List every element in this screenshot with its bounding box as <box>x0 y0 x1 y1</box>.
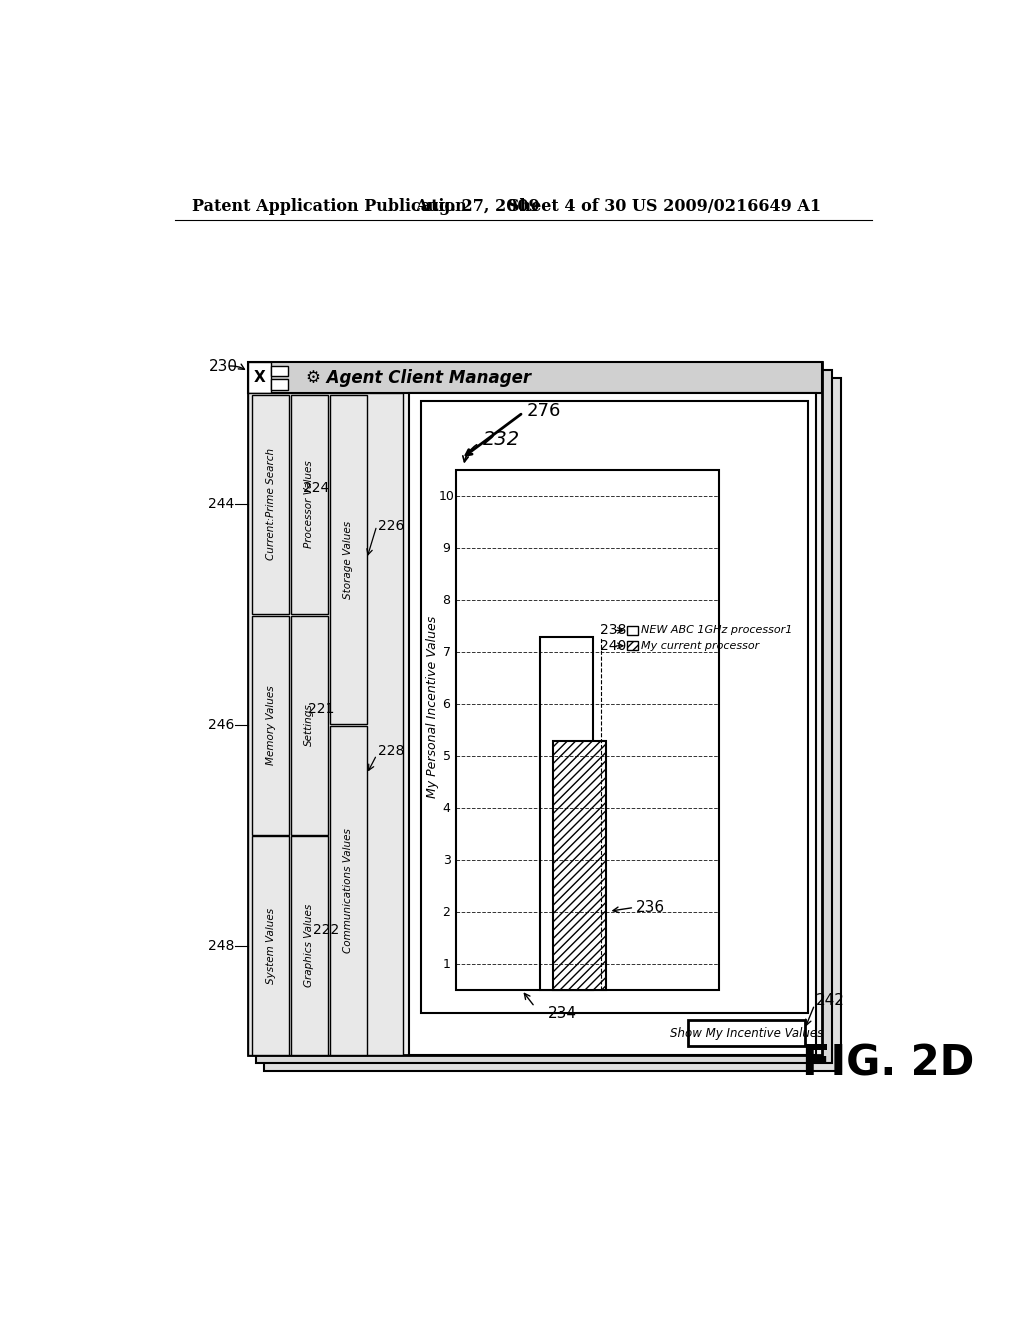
Text: Current:Prime Search: Current:Prime Search <box>265 449 275 561</box>
Text: 226: 226 <box>378 519 404 533</box>
Bar <box>330 726 367 1056</box>
Bar <box>271 366 288 376</box>
Text: Storage Values: Storage Values <box>343 520 353 599</box>
Bar <box>252 615 289 834</box>
Text: 230: 230 <box>209 359 239 374</box>
Text: 236: 236 <box>636 900 665 915</box>
Bar <box>248 363 821 1056</box>
Text: 244: 244 <box>208 498 234 511</box>
Text: 1: 1 <box>442 957 451 970</box>
Text: US 2009/0216649 A1: US 2009/0216649 A1 <box>632 198 821 215</box>
Text: Patent Application Publication: Patent Application Publication <box>193 198 467 215</box>
Bar <box>252 395 289 614</box>
Text: ⚙ Agent Client Manager: ⚙ Agent Client Manager <box>306 368 531 387</box>
Bar <box>291 837 328 1056</box>
Text: Graphics Values: Graphics Values <box>304 904 314 987</box>
Text: NEW ABC 1GHz processor1: NEW ABC 1GHz processor1 <box>641 626 793 635</box>
Bar <box>627 626 638 635</box>
Bar <box>330 395 367 725</box>
Bar <box>248 363 271 393</box>
Text: My Personal Incentive Values: My Personal Incentive Values <box>426 616 439 799</box>
Bar <box>291 615 328 834</box>
Text: 224: 224 <box>303 482 330 495</box>
Bar <box>421 401 809 1014</box>
Text: 10: 10 <box>438 490 455 503</box>
Text: Communications Values: Communications Values <box>343 828 353 953</box>
Bar <box>410 393 816 1056</box>
Bar <box>252 837 289 1056</box>
Bar <box>553 741 606 990</box>
Text: 232: 232 <box>483 430 520 449</box>
Text: 221: 221 <box>308 702 334 715</box>
Bar <box>627 642 638 651</box>
Text: 238: 238 <box>600 623 627 638</box>
Text: 7: 7 <box>442 645 451 659</box>
Text: Sheet 4 of 30: Sheet 4 of 30 <box>508 198 626 215</box>
Bar <box>456 470 719 990</box>
Text: 240: 240 <box>600 639 627 653</box>
Text: 9: 9 <box>442 541 451 554</box>
Bar <box>263 378 841 1071</box>
Bar <box>248 363 821 393</box>
Text: Aug. 27, 2009: Aug. 27, 2009 <box>415 198 540 215</box>
Bar <box>271 379 288 391</box>
Text: 4: 4 <box>442 801 451 814</box>
Text: FIG. 2D: FIG. 2D <box>802 1043 975 1084</box>
Text: 248: 248 <box>208 939 234 953</box>
Text: 242: 242 <box>816 993 845 1008</box>
Bar <box>688 1020 805 1047</box>
Text: Settings: Settings <box>304 704 314 747</box>
Text: 8: 8 <box>442 594 451 607</box>
Text: 276: 276 <box>527 403 561 420</box>
Text: 2: 2 <box>442 906 451 919</box>
Bar <box>291 395 328 614</box>
Text: 222: 222 <box>313 923 340 937</box>
Text: 234: 234 <box>548 1006 578 1020</box>
Text: My current processor: My current processor <box>641 640 760 651</box>
Text: 6: 6 <box>442 698 451 710</box>
Text: 228: 228 <box>378 744 404 758</box>
Text: System Values: System Values <box>265 908 275 983</box>
Bar <box>248 393 403 1056</box>
Text: Memory Values: Memory Values <box>265 685 275 764</box>
Text: X: X <box>254 371 265 385</box>
Text: Show My Incentive Values: Show My Incentive Values <box>670 1027 823 1040</box>
Bar <box>256 370 831 1063</box>
Text: 3: 3 <box>442 854 451 866</box>
Text: 246: 246 <box>208 718 234 733</box>
Text: 5: 5 <box>442 750 451 763</box>
Text: Processor Values: Processor Values <box>304 461 314 548</box>
Bar <box>540 636 593 990</box>
